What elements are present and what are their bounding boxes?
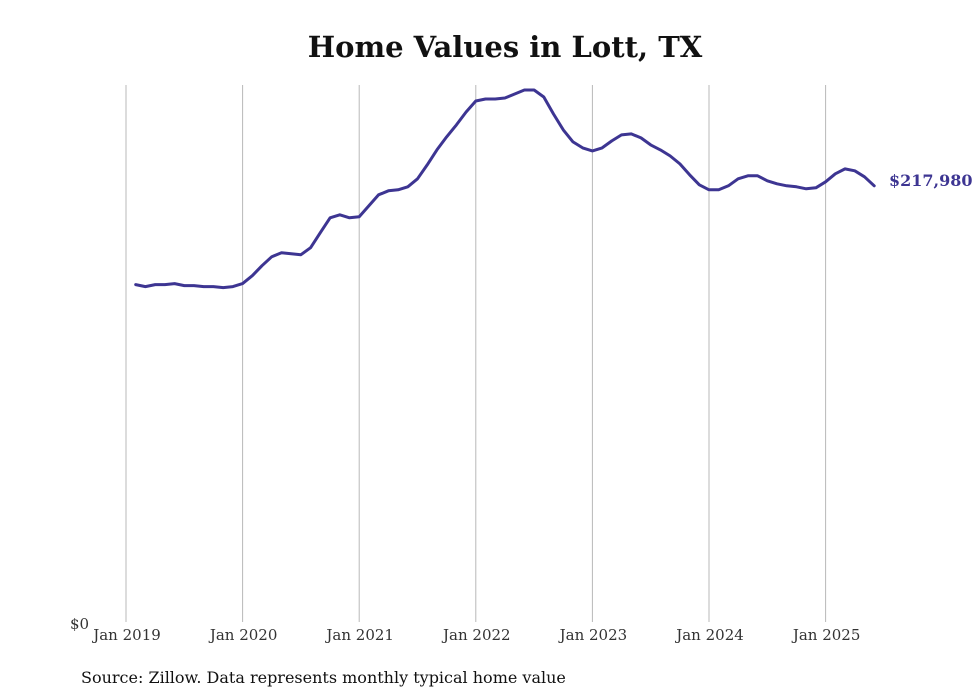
x-tick-label: Jan 2023 — [558, 626, 628, 644]
data-point — [455, 124, 457, 126]
data-point — [339, 214, 341, 216]
data-point — [280, 252, 282, 254]
data-point — [261, 265, 263, 267]
data-point — [533, 89, 535, 91]
data-point — [591, 150, 593, 152]
x-tick-label: Jan 2021 — [324, 626, 394, 644]
data-point — [844, 168, 846, 170]
data-point — [805, 188, 807, 190]
series-layer — [134, 88, 876, 290]
gridlines — [125, 85, 827, 622]
data-point — [222, 286, 224, 288]
x-tick-label: Jan 2019 — [91, 626, 161, 644]
data-point — [416, 178, 418, 180]
data-point — [309, 247, 311, 249]
data-point — [319, 232, 321, 234]
data-point — [348, 217, 350, 219]
data-point — [640, 137, 642, 139]
chart-title: Home Values in Lott, TX — [307, 30, 703, 64]
data-point — [251, 275, 253, 277]
x-tick-label: Jan 2025 — [791, 626, 861, 644]
data-point — [737, 178, 739, 180]
data-point — [183, 284, 185, 286]
y-tick-label: $0 — [70, 615, 89, 633]
data-point — [824, 181, 826, 183]
data-point — [494, 98, 496, 100]
data-point — [300, 254, 302, 256]
data-point — [669, 155, 671, 157]
x-tick-label: Jan 2020 — [208, 626, 278, 644]
axis-tick-labels: Jan 2019 Jan 2020 Jan 2021 Jan 2022 Jan 2023… — [70, 615, 860, 644]
data-point — [377, 194, 379, 196]
data-point — [688, 174, 690, 176]
data-point — [203, 285, 205, 287]
data-point — [620, 134, 622, 136]
data-point — [387, 190, 389, 192]
data-point — [854, 170, 856, 172]
data-point — [135, 283, 137, 285]
data-point — [679, 163, 681, 165]
data-point — [407, 186, 409, 188]
data-point — [727, 185, 729, 187]
x-tick-label: Jan 2022 — [441, 626, 511, 644]
data-point — [659, 149, 661, 151]
end-value-label: $217,980 — [889, 171, 973, 190]
data-point — [815, 187, 817, 189]
data-point — [445, 136, 447, 138]
data-point — [426, 164, 428, 166]
data-point — [795, 186, 797, 188]
data-point — [873, 185, 875, 187]
data-point — [271, 256, 273, 258]
x-tick-label: Jan 2024 — [674, 626, 744, 644]
data-point — [232, 285, 234, 287]
data-point — [164, 283, 166, 285]
data-point — [756, 175, 758, 177]
data-point — [465, 111, 467, 113]
data-point — [698, 184, 700, 186]
line-chart: Jan 2019 Jan 2020 Jan 2021 Jan 2022 Jan 2023… — [70, 85, 973, 644]
source-note: Source: Zillow. Data represents monthly … — [81, 668, 566, 687]
data-point — [776, 183, 778, 185]
data-point — [708, 189, 710, 191]
data-point — [582, 147, 584, 149]
data-point — [397, 189, 399, 191]
data-point — [173, 282, 175, 284]
data-point — [436, 149, 438, 151]
data-point — [747, 175, 749, 177]
data-point — [786, 185, 788, 187]
data-point — [154, 283, 156, 285]
data-point — [329, 217, 331, 219]
data-point — [543, 96, 545, 98]
end-labels: $217,980 — [889, 171, 973, 190]
data-point — [766, 180, 768, 182]
data-point — [368, 205, 370, 207]
data-point — [863, 176, 865, 178]
data-point — [572, 141, 574, 143]
data-point — [358, 216, 360, 218]
data-point — [650, 144, 652, 146]
data-point — [193, 284, 195, 286]
series-line — [134, 88, 876, 290]
data-point — [290, 253, 292, 255]
data-point — [475, 100, 477, 102]
data-point — [834, 173, 836, 175]
data-point — [514, 93, 516, 95]
data-point — [630, 133, 632, 135]
data-point — [241, 282, 243, 284]
data-point — [611, 140, 613, 142]
data-point — [718, 189, 720, 191]
data-point — [601, 147, 603, 149]
data-point — [523, 89, 525, 91]
data-point — [212, 285, 214, 287]
data-point — [144, 285, 146, 287]
data-point — [504, 97, 506, 99]
data-point — [562, 129, 564, 131]
data-point — [552, 113, 554, 115]
data-point — [484, 98, 486, 100]
